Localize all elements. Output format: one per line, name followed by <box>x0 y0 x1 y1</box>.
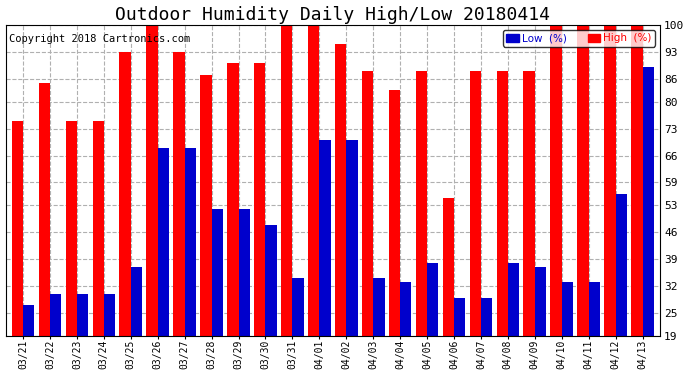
Bar <box>524 71 535 336</box>
Title: Outdoor Humidity Daily High/Low 20180414: Outdoor Humidity Daily High/Low 20180414 <box>115 6 551 24</box>
Bar <box>77 294 88 336</box>
Bar <box>173 52 185 336</box>
Bar <box>497 71 508 336</box>
Legend: Low  (%), High  (%): Low (%), High (%) <box>503 30 655 46</box>
Bar <box>346 140 357 336</box>
Bar <box>23 305 34 336</box>
Bar <box>400 282 411 336</box>
Bar <box>200 75 212 336</box>
Bar <box>227 63 239 336</box>
Bar <box>92 121 104 336</box>
Bar <box>39 82 50 336</box>
Bar <box>427 263 438 336</box>
Bar <box>335 44 346 336</box>
Bar <box>454 297 465 336</box>
Bar <box>508 263 519 336</box>
Bar <box>254 63 266 336</box>
Bar <box>470 71 481 336</box>
Bar <box>146 25 158 336</box>
Bar <box>239 209 250 336</box>
Bar <box>551 25 562 336</box>
Bar <box>373 278 384 336</box>
Bar <box>66 121 77 336</box>
Bar <box>416 71 427 336</box>
Bar <box>104 294 115 336</box>
Bar <box>119 52 131 336</box>
Bar <box>212 209 223 336</box>
Bar <box>319 140 331 336</box>
Bar <box>185 148 196 336</box>
Bar <box>642 68 654 336</box>
Bar <box>615 194 627 336</box>
Bar <box>443 198 454 336</box>
Bar <box>293 278 304 336</box>
Bar <box>266 225 277 336</box>
Bar <box>12 121 23 336</box>
Bar <box>158 148 169 336</box>
Bar <box>131 267 142 336</box>
Bar <box>308 25 319 336</box>
Bar <box>50 294 61 336</box>
Bar <box>362 71 373 336</box>
Bar <box>631 25 642 336</box>
Bar <box>578 25 589 336</box>
Bar <box>481 297 492 336</box>
Bar <box>604 25 615 336</box>
Bar <box>562 282 573 336</box>
Bar <box>281 25 293 336</box>
Bar <box>388 90 400 336</box>
Text: Copyright 2018 Cartronics.com: Copyright 2018 Cartronics.com <box>9 34 190 44</box>
Bar <box>589 282 600 336</box>
Bar <box>535 267 546 336</box>
